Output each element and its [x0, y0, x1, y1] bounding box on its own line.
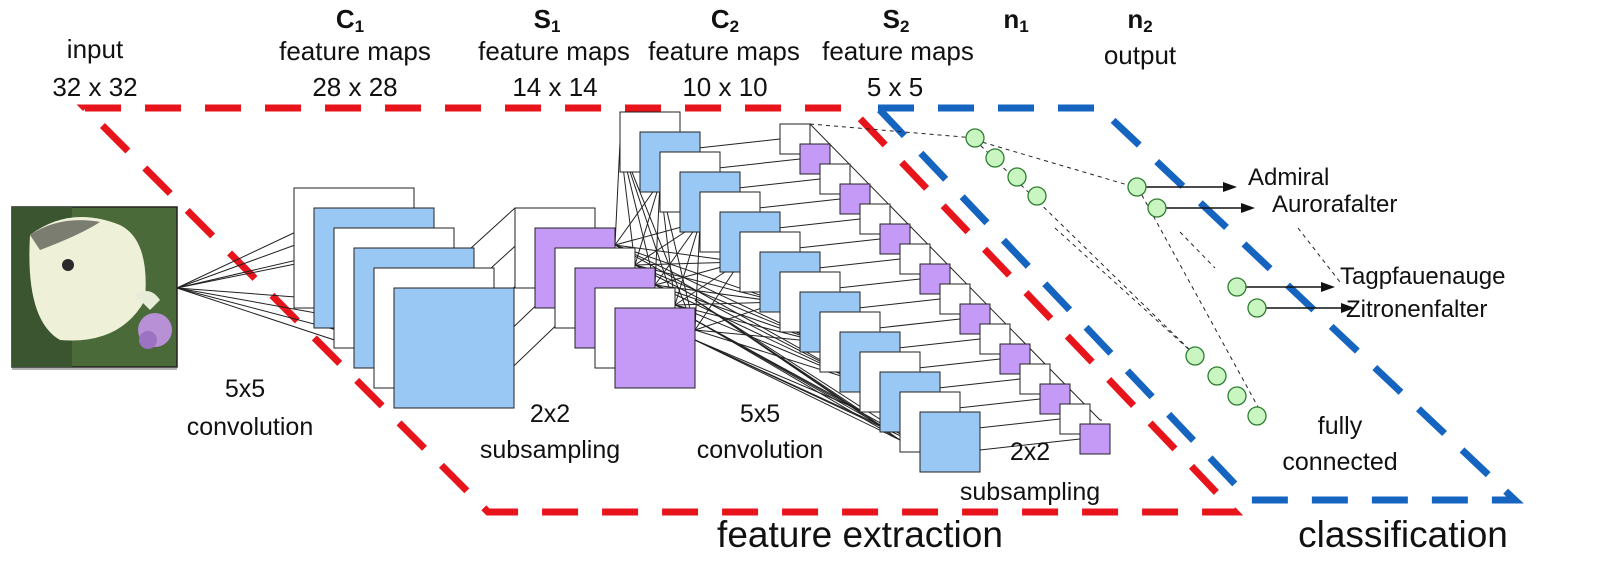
s1-c2-connection-line: [694, 339, 901, 441]
input-title: input: [66, 34, 124, 64]
classification-border: [869, 104, 1524, 504]
s1-c2-connection-line: [694, 221, 701, 331]
n1-letter: n: [1003, 4, 1020, 34]
input-connection-line: [176, 229, 301, 289]
s1-subscript: 1: [550, 17, 561, 36]
feature-extraction-label: feature extraction: [717, 514, 1003, 555]
s1-feature-map: [614, 307, 696, 389]
s2-size: 5 x 5: [866, 72, 924, 102]
output-class-zitronenfalter: Zitronenfalter: [1346, 296, 1488, 323]
conv1-kernel: 5x5: [224, 375, 266, 403]
input-connection-line: [176, 259, 316, 289]
c1-size: 28 x 28: [312, 72, 398, 102]
c2-title: feature maps: [648, 36, 800, 66]
s1-c2-connection-line: [694, 339, 861, 411]
butterfly-photo-icon: [11, 206, 178, 370]
neuron-node: [1007, 167, 1027, 187]
conv1-op: convolution: [186, 413, 314, 441]
c2-subscript: 2: [729, 17, 740, 36]
neuron-node: [985, 148, 1005, 168]
s1-c2-connection-line: [614, 141, 621, 246]
feature-extraction-region: [76, 104, 1244, 516]
s1-c2-connection-line: [694, 261, 741, 331]
n2-dotted-line: [1297, 227, 1341, 283]
neuron-node: [1227, 386, 1247, 406]
neuron-node: [1027, 186, 1047, 206]
input-size: 32 x 32: [52, 72, 138, 102]
s1-letter: S: [533, 4, 551, 34]
n2-letter: n: [1127, 4, 1144, 34]
output-arrow-head: [1223, 182, 1237, 192]
neuron-node: [965, 128, 985, 148]
n2-name: n2: [1120, 6, 1160, 35]
s1-name: S1: [527, 6, 567, 35]
output-arrow-head: [1341, 303, 1355, 313]
sub1-kernel: 2x2: [529, 400, 571, 428]
c1-subscript: 1: [354, 17, 365, 36]
output-neuron-node: [1247, 298, 1267, 318]
s2-n1-dotted-line: [809, 123, 976, 139]
c2-name: C2: [705, 6, 745, 35]
s1-title: feature maps: [478, 36, 630, 66]
output-arrow-head: [1321, 282, 1335, 292]
classification-region: [869, 104, 1524, 504]
fc-label-line1: fully: [1317, 412, 1363, 440]
input-connection-line: [176, 244, 296, 289]
s1-c2-connection-line: [619, 141, 696, 331]
c1-title: feature maps: [279, 36, 431, 66]
c1-feature-map: [393, 287, 515, 409]
feature-extraction-border: [76, 104, 1244, 516]
classification-label: classification: [1298, 514, 1508, 555]
s1-c2-connection-line: [654, 181, 661, 286]
sub2-op: subsampling: [959, 478, 1101, 506]
output-neuron-node: [1227, 277, 1247, 297]
neuron-node: [1185, 346, 1205, 366]
conv2-op: convolution: [696, 436, 824, 464]
n1-n2-dotted-line: [1137, 187, 1264, 417]
conv2-kernel: 5x5: [739, 400, 781, 428]
output-class-tagpfauenauge: Tagpfauenauge: [1340, 263, 1506, 290]
s1-size: 14 x 14: [512, 72, 598, 102]
n2-dotted-line: [1179, 231, 1216, 269]
c2-feature-map: [919, 411, 981, 473]
s2-title: feature maps: [822, 36, 974, 66]
c1-name: C1: [330, 6, 370, 35]
s2-letter: S: [882, 4, 900, 34]
s2-feature-map: [1019, 363, 1051, 395]
s2-feature-map: [1079, 423, 1111, 455]
sub1-op: subsampling: [479, 436, 621, 464]
output-neuron-node: [1127, 177, 1147, 197]
neuron-node: [1247, 406, 1267, 426]
c2-s2-connection-line: [979, 438, 1081, 451]
output-class-aurorafalter: Aurorafalter: [1272, 191, 1398, 218]
s1-c2-connection-line: [674, 304, 821, 343]
s2-outline-line: [809, 123, 1101, 421]
output-neuron-node: [1147, 198, 1167, 218]
s2-name: S2: [876, 6, 916, 35]
n1-dotted-line: [1054, 227, 1196, 356]
neurons: [965, 128, 1355, 426]
n2-title: output: [1103, 40, 1177, 70]
n1-subscript: 1: [1019, 17, 1029, 36]
n1-name: n1: [996, 6, 1036, 35]
c2-letter: C: [710, 4, 730, 34]
s2-subscript: 2: [899, 17, 910, 36]
feature-maps: [293, 111, 1111, 473]
c2-size: 10 x 10: [682, 72, 768, 102]
neuron-node: [1207, 366, 1227, 386]
output-arrow-head: [1241, 203, 1255, 213]
sub2-kernel: 2x2: [1009, 438, 1051, 466]
s1-c2-connection-line: [654, 284, 781, 303]
c1-letter: C: [335, 4, 355, 34]
n2-subscript: 2: [1143, 17, 1153, 36]
output-class-admiral: Admiral: [1248, 164, 1330, 191]
input-label: input: [55, 36, 135, 62]
fc-label-line2: connected: [1282, 448, 1398, 476]
